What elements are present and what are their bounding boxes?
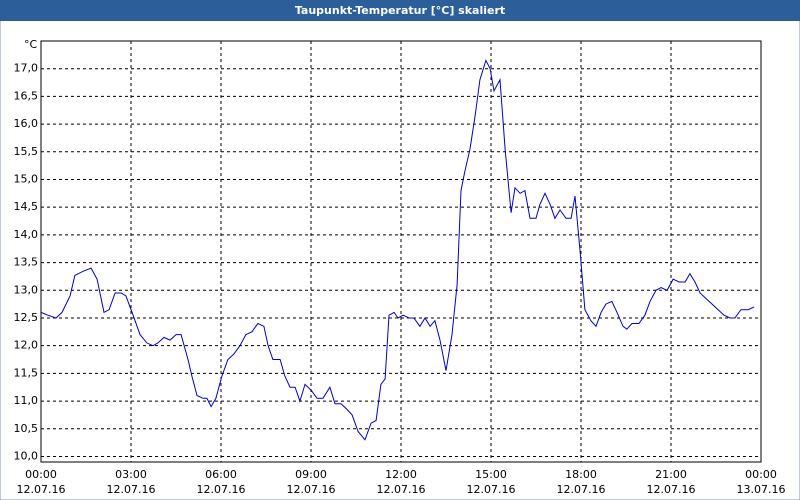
title-bar bbox=[0, 0, 800, 21]
y-tick-label: 14,0 bbox=[14, 228, 39, 241]
y-tick-label: 15,0 bbox=[14, 172, 39, 185]
x-tick-date: 13.07.16 bbox=[737, 483, 786, 496]
x-tick-label: 06:00 bbox=[205, 468, 237, 481]
x-tick-date: 12.07.16 bbox=[287, 483, 336, 496]
y-tick-label: 13,5 bbox=[14, 256, 39, 269]
y-tick-label: 10,0 bbox=[14, 449, 39, 462]
x-tick-label: 00:00 bbox=[25, 468, 57, 481]
x-tick-label: 00:00 bbox=[745, 468, 777, 481]
y-tick-label: 12,0 bbox=[14, 339, 39, 352]
y-tick-label: 15,5 bbox=[14, 145, 39, 158]
x-tick-label: 03:00 bbox=[115, 468, 147, 481]
y-tick-label: 16,5 bbox=[14, 89, 39, 102]
data-line bbox=[40, 59, 755, 441]
y-tick-label: 17,0 bbox=[14, 62, 39, 75]
y-tick-label: 13,0 bbox=[14, 283, 39, 296]
y-unit: °C bbox=[24, 38, 38, 51]
x-tick-label: 18:00 bbox=[565, 468, 597, 481]
y-tick-label: 12,5 bbox=[14, 311, 39, 324]
x-tick-date: 12.07.16 bbox=[467, 483, 516, 496]
y-tick-label: 11,5 bbox=[14, 366, 39, 379]
x-tick-label: 12:00 bbox=[385, 468, 417, 481]
x-tick-date: 12.07.16 bbox=[647, 483, 696, 496]
x-tick-label: 15:00 bbox=[475, 468, 507, 481]
x-tick-label: 21:00 bbox=[655, 468, 687, 481]
x-tick-date: 12.07.16 bbox=[377, 483, 426, 496]
x-tick-date: 12.07.16 bbox=[107, 483, 156, 496]
x-tick-date: 12.07.16 bbox=[17, 483, 66, 496]
chart-title: Taupunkt-Temperatur [°C] skaliert bbox=[295, 4, 505, 17]
x-tick-date: 12.07.16 bbox=[557, 483, 606, 496]
y-tick-label: 16,0 bbox=[14, 117, 39, 130]
x-tick-date: 12.07.16 bbox=[197, 483, 246, 496]
y-tick-label: 10,5 bbox=[14, 422, 39, 435]
y-tick-label: 11,0 bbox=[14, 394, 39, 407]
y-tick-label: 14,5 bbox=[14, 200, 39, 213]
x-tick-label: 09:00 bbox=[295, 468, 327, 481]
